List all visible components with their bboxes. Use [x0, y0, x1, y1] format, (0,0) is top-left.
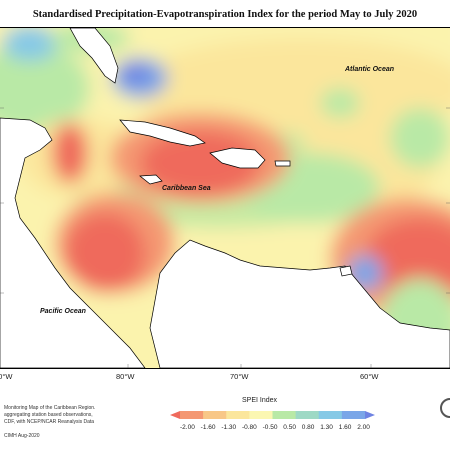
- graticule: [0, 107, 450, 368]
- spei-field: [0, 28, 450, 368]
- longitude-label-80w: 80°W: [116, 372, 135, 381]
- legend-value: -2.00: [180, 424, 195, 431]
- legend-value: 0.50: [283, 424, 296, 431]
- legend-value: -0.50: [262, 424, 278, 431]
- legend-value: -1.60: [200, 424, 216, 431]
- caribbean-sea-label: Caribbean Sea: [162, 185, 211, 192]
- legend-title: SPEI Index: [242, 397, 278, 404]
- longitude-label-90w: 90°W: [0, 372, 13, 381]
- credit-line-2: aggregating station based observations,: [4, 412, 93, 418]
- map-title: Standardised Precipitation-Evapotranspir…: [32, 9, 418, 20]
- legend-swatch: [170, 411, 180, 419]
- legend-colorbar: [170, 411, 375, 419]
- legend-value: -0.80: [241, 424, 257, 431]
- credit-line-1: Monitoring Map of the Caribbean Region.: [4, 405, 96, 411]
- legend-swatch: [180, 411, 204, 419]
- longitude-label-70w: 70°W: [230, 372, 249, 381]
- legend-swatch: [318, 411, 343, 419]
- legend-swatch: [295, 411, 320, 419]
- atlantic-ocean-label: Atlantic Ocean: [345, 66, 395, 73]
- map-canvas: [0, 28, 450, 368]
- legend-value: 1.30: [320, 424, 333, 431]
- legend-value: 1.60: [338, 424, 352, 431]
- credit-line-4: CIMH Aug-2020: [4, 433, 40, 439]
- legend-swatch: [272, 411, 297, 419]
- legend-swatch: [249, 411, 273, 419]
- legend-swatch: [341, 411, 366, 419]
- longitude-label-60w: 60°W: [360, 372, 379, 381]
- pacific-ocean-label: Pacific Ocean: [40, 308, 86, 315]
- land-masses: [0, 28, 450, 368]
- logo-icon: [440, 398, 450, 418]
- legend-swatch: [203, 411, 227, 419]
- legend-value: 2.00: [357, 424, 370, 431]
- legend-value: 0.80: [301, 424, 315, 431]
- legend-value: -1.30: [221, 424, 237, 431]
- credit-line-3: CDF, with NCEP/NCAR Reanalysis Data: [4, 419, 95, 425]
- legend-labels: -2.00 -1.60 -1.30 -0.80 -0.50 0.50 0.80 …: [180, 424, 370, 431]
- legend-swatch: [226, 411, 250, 419]
- legend-swatch: [365, 411, 375, 419]
- spei-map: Atlantic Ocean Caribbean Sea Pacific Oce…: [0, 27, 450, 369]
